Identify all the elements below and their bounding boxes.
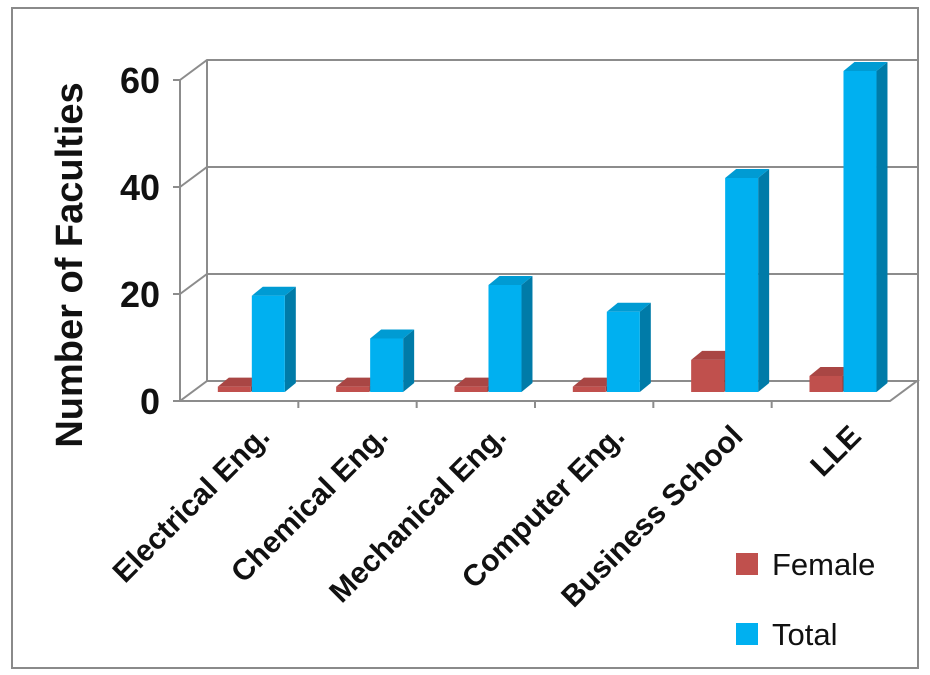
y-tick-label: 20 [120,274,160,315]
bar-female-4-front [572,386,606,392]
legend-label: Female [772,547,875,582]
bar-total-1-top [251,286,296,296]
bar-total-1-side [284,286,296,392]
bar-total-4-side [639,302,651,392]
bar-total-1 [251,286,296,392]
bar-female-6-top [809,366,854,376]
bar-total-1-front [251,295,285,392]
bar-female-5-top [691,350,736,360]
bar-total-2-top [370,329,415,339]
bar-female-5-front [691,359,725,392]
bar-female-1-top [217,377,262,387]
y-tick-labels: 0 20 40 60 [120,60,160,422]
bar-total-3-front [488,285,522,392]
y-axis-title: Number of Faculties [49,82,91,447]
bar-female-2-top [336,377,381,387]
bar-total-6-front [843,71,877,392]
bar-total-3-side [521,276,533,392]
legend-label: Total [772,617,837,652]
y-tick-label: 40 [120,167,160,208]
bar-total-2-side [403,329,415,392]
bar-total-6 [843,62,888,392]
bar-total-6-top [843,62,888,71]
bar-female-2-front [336,386,370,392]
bar-female-3-top [454,377,499,387]
legend-item-female: Female [736,547,875,582]
bar-total-5-side [758,169,770,392]
legend-swatch [736,553,758,575]
bar-total-2-front [370,338,404,392]
bars [217,62,888,392]
bar-total-4-top [606,302,651,312]
bar-female-6-front [809,375,843,392]
y-tick-label: 60 [120,60,160,101]
bar-female-1-front [217,386,251,392]
bar-female-3-front [454,386,488,392]
y-tick-label: 0 [140,381,160,422]
bar-total-4-front [606,311,640,392]
bar-female-4-top [572,377,617,387]
bar-total-5-front [725,178,759,392]
bar-total-3 [488,276,533,392]
legend-item-total: Total [736,617,837,652]
legend-swatch [736,623,758,645]
bar-total-2 [370,329,415,392]
bar-total-4 [606,302,651,392]
bar-total-3-top [488,276,533,285]
bar-total-6-side [876,62,888,392]
legend: Female Total [736,547,875,652]
bar-total-5 [725,169,770,392]
bar-total-5-top [725,169,770,178]
